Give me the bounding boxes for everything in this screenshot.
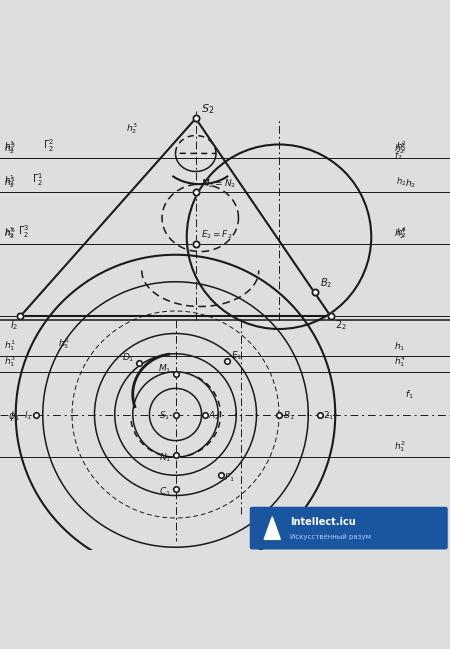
Text: $h_2^3$: $h_2^3$ xyxy=(4,140,16,154)
Text: $B_1$: $B_1$ xyxy=(283,410,294,422)
Text: $h_1^3$: $h_1^3$ xyxy=(4,354,16,369)
Text: $F_1$: $F_1$ xyxy=(224,472,235,484)
Text: $h_2^1$: $h_2^1$ xyxy=(4,175,16,190)
FancyBboxPatch shape xyxy=(250,507,448,550)
Text: $M_2{=}N_2$: $M_2{=}N_2$ xyxy=(201,177,236,190)
Text: $h_1^4$: $h_1^4$ xyxy=(394,354,406,369)
Text: $2_1$: $2_1$ xyxy=(323,410,334,422)
Text: $\Gamma_2^1$: $\Gamma_2^1$ xyxy=(32,171,43,188)
Text: $E_2{=}F_2$: $E_2{=}F_2$ xyxy=(201,228,233,241)
Text: $h_2^4$: $h_2^4$ xyxy=(396,225,407,240)
Text: $\phi_1$: $\phi_1$ xyxy=(8,409,20,423)
Text: $h_2^2$: $h_2^2$ xyxy=(396,140,407,154)
Text: $h_2^4$: $h_2^4$ xyxy=(394,227,406,241)
Text: Искусственный разум: Искусственный разум xyxy=(290,533,371,540)
Text: Intellect.icu: Intellect.icu xyxy=(290,517,356,528)
Text: $h_2^5$: $h_2^5$ xyxy=(4,225,16,240)
Text: $\Gamma_2^3$: $\Gamma_2^3$ xyxy=(18,223,29,240)
Text: $h_1^1$: $h_1^1$ xyxy=(4,338,16,353)
Text: $B_2$: $B_2$ xyxy=(320,276,332,290)
Text: $C_1$: $C_1$ xyxy=(159,485,171,498)
Text: $h_2$: $h_2$ xyxy=(396,176,406,188)
Text: $D_1$: $D_1$ xyxy=(122,352,134,364)
Text: $l_1$: $l_1$ xyxy=(24,410,32,422)
Text: $S_2$: $S_2$ xyxy=(201,103,214,116)
Text: $2_2$: $2_2$ xyxy=(335,319,347,332)
Text: $h_2^2$: $h_2^2$ xyxy=(394,141,405,156)
Text: $l_2$: $l_2$ xyxy=(10,319,18,332)
Polygon shape xyxy=(264,517,280,539)
Text: $h_2^5$: $h_2^5$ xyxy=(4,227,16,241)
Text: $h_1$: $h_1$ xyxy=(394,340,405,353)
Text: $h_2^3$: $h_2^3$ xyxy=(4,141,16,156)
Text: $h_2^1$: $h_2^1$ xyxy=(4,173,16,188)
Text: $f_1$: $f_1$ xyxy=(405,389,414,401)
Text: $E_1$: $E_1$ xyxy=(231,349,242,361)
Text: $h_1^2$: $h_1^2$ xyxy=(394,439,405,454)
Text: $N_1$: $N_1$ xyxy=(159,452,171,464)
Text: $h_2$: $h_2$ xyxy=(405,177,416,190)
Text: $A_2$: $A_2$ xyxy=(208,410,220,422)
Text: $S_1$: $S_1$ xyxy=(159,410,170,422)
Text: $h_5^1$: $h_5^1$ xyxy=(58,336,70,350)
Text: $\Gamma_2^2$: $\Gamma_2^2$ xyxy=(43,138,54,154)
Text: $M_1$: $M_1$ xyxy=(158,363,171,375)
Text: $h_2^3$: $h_2^3$ xyxy=(126,121,138,136)
Text: $f_2$: $f_2$ xyxy=(394,150,402,162)
